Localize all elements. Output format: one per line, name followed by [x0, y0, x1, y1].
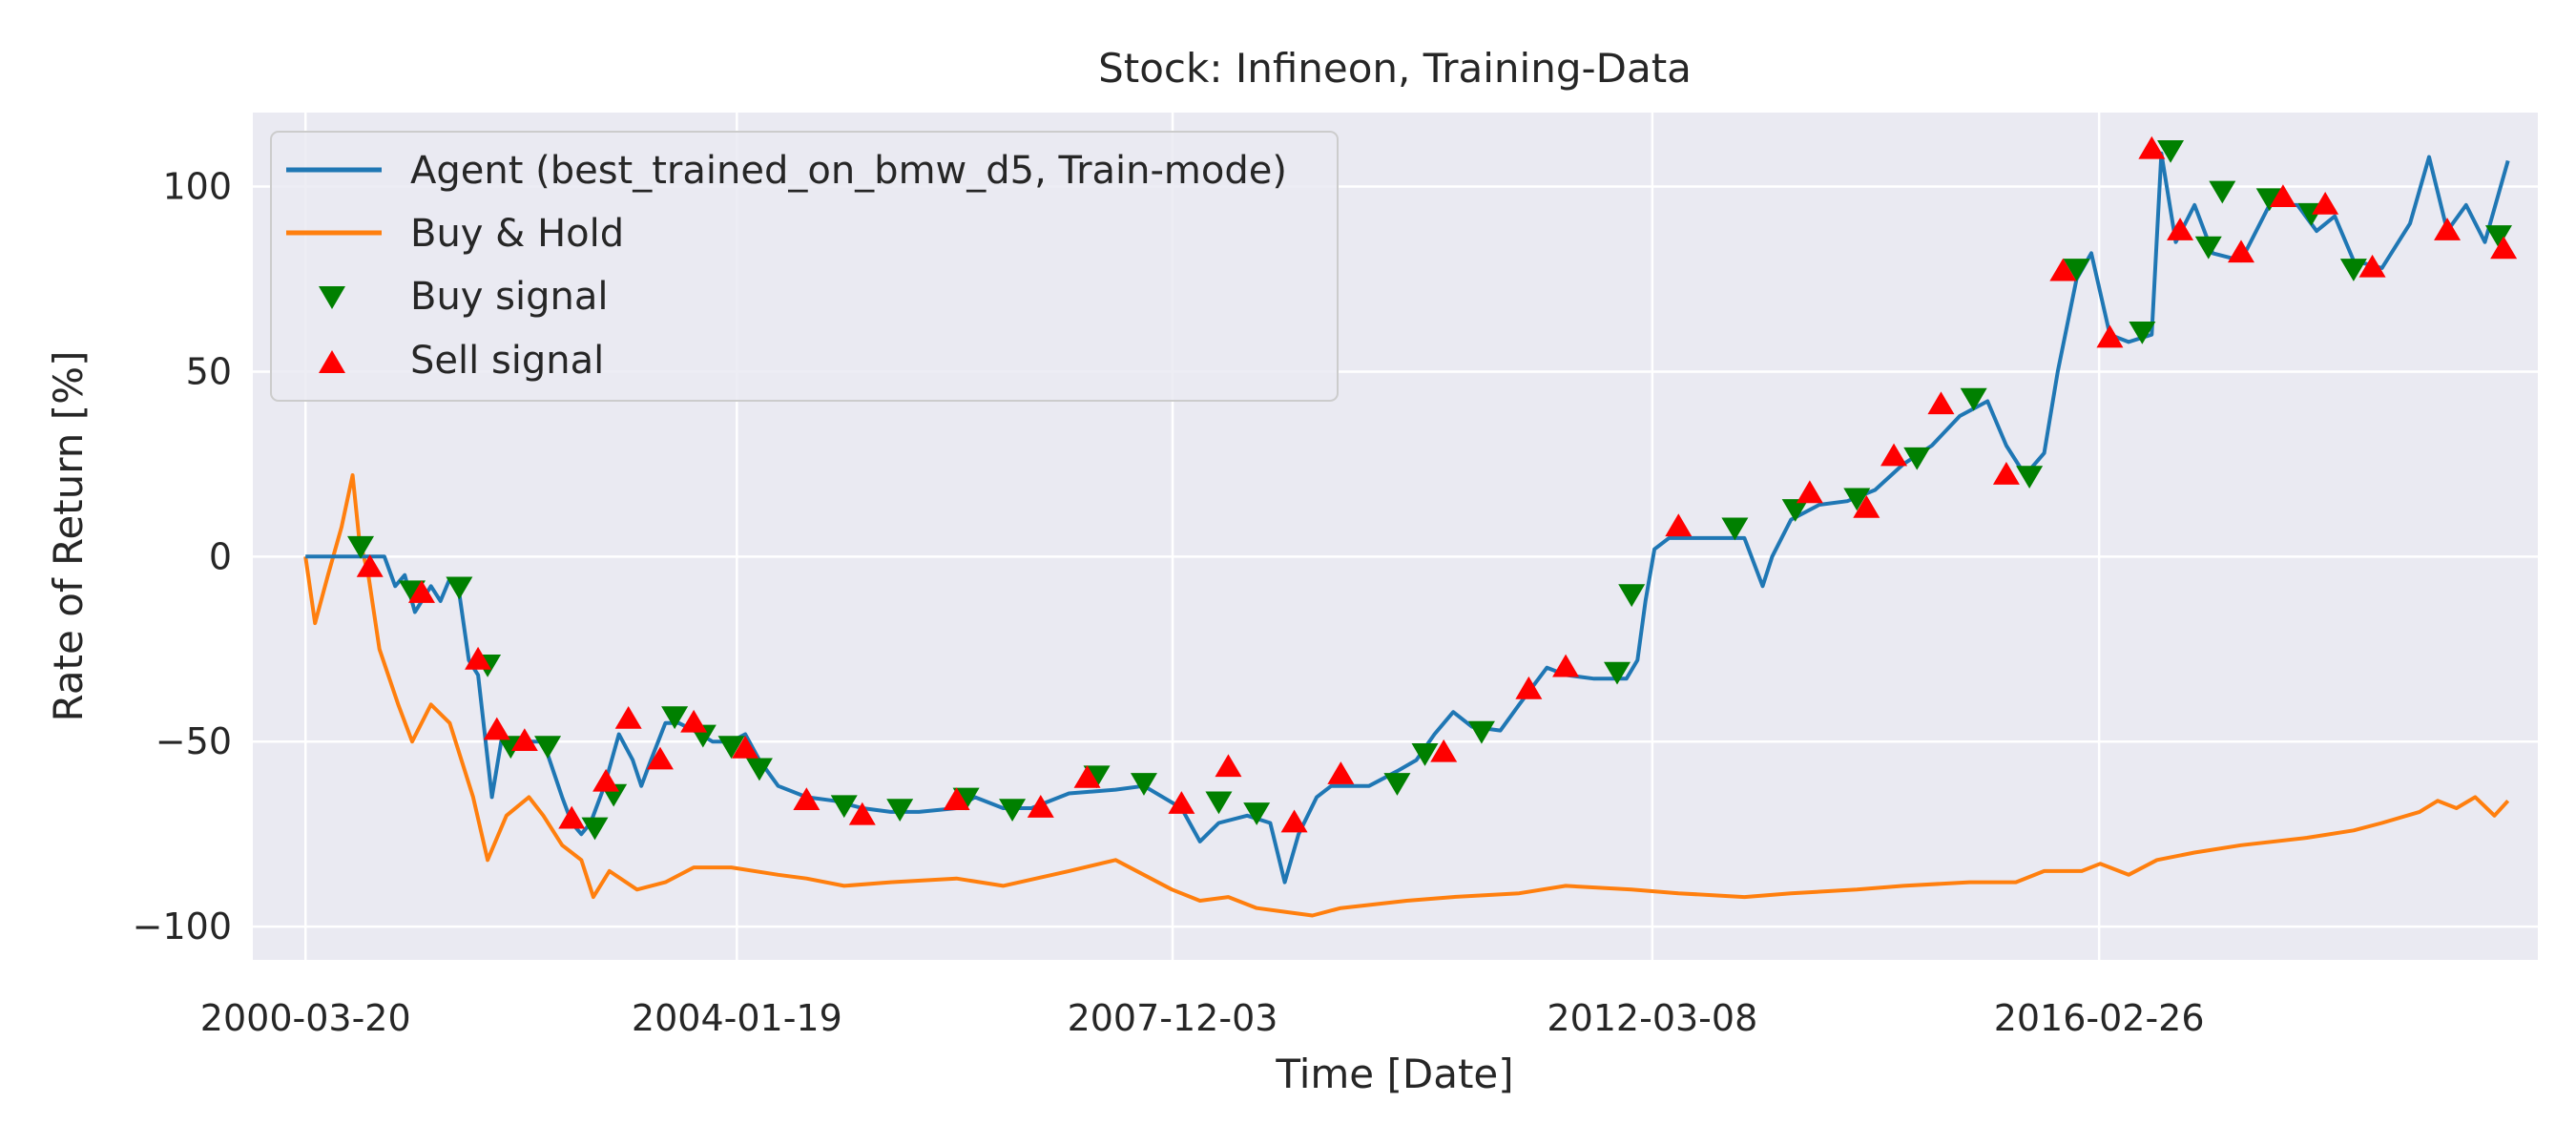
- buy-signal-marker: [830, 795, 858, 819]
- sell-signal-marker: [848, 802, 876, 825]
- y-tick-label: −100: [133, 906, 232, 947]
- buy-signal-marker: [347, 535, 375, 559]
- buy-signal-marker: [1903, 447, 1931, 470]
- y-axis-label: Rate of Return [%]: [45, 351, 92, 722]
- series-line-buy-hold: [303, 473, 2510, 918]
- buy-signal-marker: [1411, 743, 1439, 766]
- sell-signal-marker: [614, 705, 642, 729]
- sell-signal-marker: [1992, 462, 2020, 485]
- sell-signal-marker: [2490, 236, 2518, 260]
- buy-signal-marker: [1383, 773, 1411, 796]
- sell-signal-marker: [943, 787, 970, 811]
- legend-marker-buy-signal: [319, 286, 345, 309]
- buy-signal-marker: [999, 799, 1027, 822]
- legend-label-buy-signal: Buy signal: [410, 275, 609, 319]
- sell-signal-marker: [1927, 391, 1955, 415]
- sell-signal-marker: [2138, 135, 2166, 159]
- sell-signal-marker: [2358, 254, 2386, 278]
- sell-signal-marker: [1280, 809, 1308, 833]
- buy-signal-marker: [1467, 720, 1495, 744]
- legend-marker-sell-signal: [319, 350, 345, 373]
- buy-signal-marker: [2484, 225, 2512, 248]
- sell-signal-marker: [1215, 754, 1242, 778]
- sell-signal-marker: [680, 709, 708, 733]
- sell-signal-marker: [1880, 443, 1908, 467]
- y-tick-label: 0: [209, 535, 232, 577]
- x-tick-label: 2016-02-26: [1994, 997, 2205, 1039]
- sell-signal-marker: [1327, 761, 1355, 784]
- buy-signal-marker: [2157, 139, 2185, 163]
- sell-signal-marker: [646, 746, 674, 770]
- sell-signal-marker: [483, 717, 510, 740]
- buy-signal-marker: [446, 576, 473, 600]
- sell-signal-marker: [356, 553, 384, 577]
- buy-signal-marker: [717, 736, 745, 760]
- x-tick-label: 2012-03-08: [1547, 997, 1757, 1039]
- buy-signal-marker: [534, 736, 562, 760]
- x-ticks: 2000-03-20 2004-01-19 2007-12-03 2012-03-08…: [200, 997, 2205, 1039]
- buy-signal-marker: [2129, 321, 2156, 344]
- legend-label-sell-signal: Sell signal: [410, 339, 604, 383]
- sell-signal-marker: [1073, 764, 1101, 788]
- buy-signal-marker: [2339, 259, 2367, 281]
- buy-signal-marker: [2194, 236, 2222, 260]
- y-tick-label: 50: [186, 350, 232, 392]
- buy-signal-marker: [1843, 488, 1871, 511]
- sell-signal-marker: [465, 646, 492, 670]
- legend-label-agent: Agent (best_trained_on_bmw_d5, Train-mod…: [410, 149, 1287, 193]
- chart-title: Stock: Infineon, Training-Data: [1098, 45, 1692, 92]
- buy-signal-marker: [1243, 802, 1271, 825]
- y-tick-label: −50: [156, 720, 232, 762]
- y-ticks: −100 −50 0 50 100: [133, 166, 232, 948]
- x-tick-label: 2004-01-19: [632, 997, 842, 1039]
- sell-signal-marker: [2049, 258, 2077, 281]
- x-axis-label: Time [Date]: [1275, 1051, 1513, 1097]
- sell-signal-marker: [1168, 791, 1195, 814]
- buy-signal-marker: [2209, 180, 2236, 204]
- sell-signal-marker: [732, 735, 759, 759]
- buy-signal-marker: [1618, 584, 1646, 608]
- sell-signal-marker: [592, 768, 620, 792]
- x-tick-label: 2007-12-03: [1068, 997, 1278, 1039]
- sell-signal-marker: [2434, 218, 2462, 240]
- sell-signal-marker: [1515, 676, 1543, 699]
- sell-signal-marker: [1796, 480, 1823, 504]
- buy-signal-marker: [1721, 517, 1749, 541]
- sell-signal-marker: [1665, 513, 1693, 537]
- buy-signal-marker: [2016, 466, 2044, 489]
- buy-signal-marker: [886, 799, 914, 822]
- sell-signal-marker: [2269, 184, 2296, 207]
- sell-signal-marker: [1552, 654, 1580, 677]
- x-tick-label: 2000-03-20: [200, 997, 411, 1039]
- buy-signal-marker: [2063, 259, 2090, 281]
- legend-label-buy-hold: Buy & Hold: [410, 212, 624, 256]
- markers-layer: [347, 135, 2518, 841]
- buy-signal-marker: [1604, 661, 1631, 685]
- buy-signal-marker: [745, 758, 773, 781]
- sell-signal-marker: [558, 805, 586, 829]
- sell-signal-marker: [1853, 494, 1880, 518]
- sell-signal-marker: [1027, 795, 1054, 818]
- sell-signal-marker: [2096, 324, 2124, 348]
- buy-signal-marker: [1960, 387, 1987, 411]
- buy-signal-marker: [1130, 773, 1157, 796]
- sell-signal-marker: [510, 728, 538, 752]
- sell-signal-marker: [793, 787, 821, 811]
- sell-signal-marker: [2312, 191, 2339, 215]
- buy-signal-marker: [581, 817, 609, 841]
- legend-box: [270, 131, 1339, 402]
- sell-signal-marker: [2167, 218, 2194, 240]
- buy-signal-marker: [1781, 499, 1809, 522]
- buy-signal-marker: [661, 706, 689, 730]
- sell-signal-marker: [407, 580, 435, 603]
- buy-signal-marker: [2255, 188, 2283, 212]
- sell-signal-marker: [1430, 739, 1458, 762]
- sell-signal-marker: [2227, 239, 2254, 263]
- legend: Agent (best_trained_on_bmw_d5, Train-mod…: [270, 131, 1339, 402]
- buy-signal-marker: [1205, 791, 1233, 815]
- y-tick-label: 100: [162, 166, 232, 208]
